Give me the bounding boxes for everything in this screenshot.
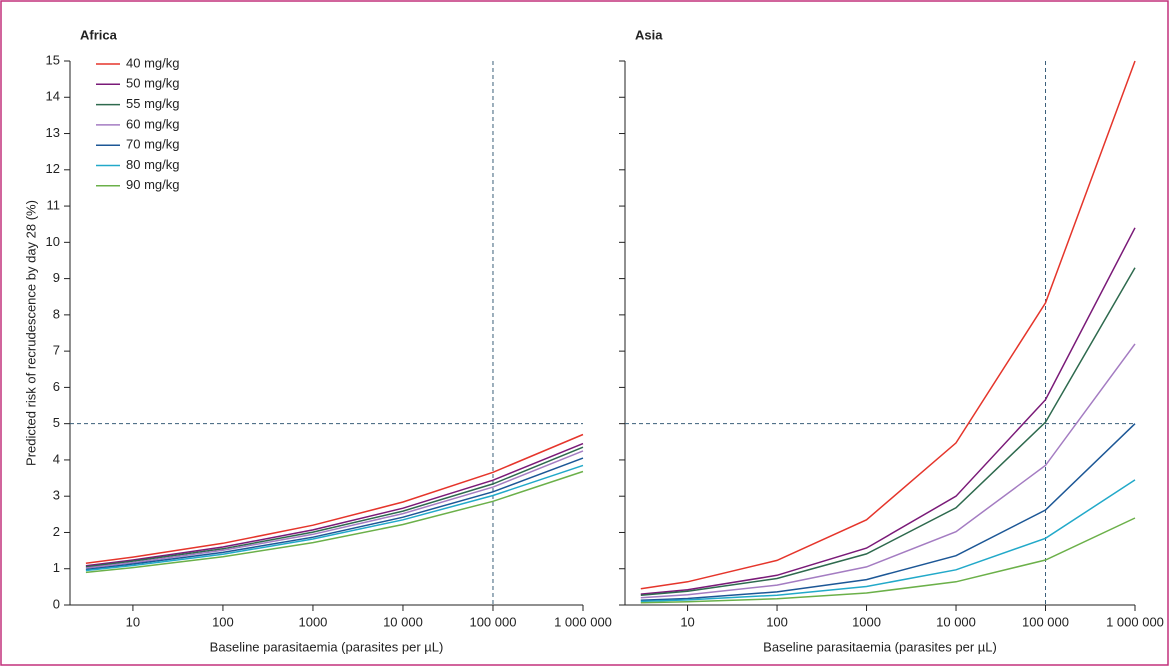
x-tick-label: 10 000 (383, 614, 423, 629)
series-line (85, 442, 584, 567)
y-tick-label: 6 (53, 379, 60, 394)
y-tick-label: 1 (53, 560, 60, 575)
series-line (640, 60, 1136, 590)
legend-label: 60 mg/kg (126, 116, 179, 131)
series-line (85, 433, 584, 565)
series-line (85, 457, 584, 571)
y-tick-label: 13 (46, 125, 60, 140)
y-tick-label: 12 (46, 161, 60, 176)
y-tick-label: 4 (53, 451, 60, 466)
panel-title: Asia (635, 27, 663, 42)
series-line (85, 470, 584, 574)
y-tick-label: 2 (53, 524, 60, 539)
x-axis-label: Baseline parasitaemia (parasites per µL) (763, 639, 997, 654)
x-tick-label: 1 000 000 (1106, 614, 1164, 629)
x-tick-label: 100 (212, 614, 234, 629)
y-axis-label: Predicted risk of recrudescence by day 2… (23, 200, 38, 466)
legend-label: 40 mg/kg (126, 55, 179, 70)
legend-label: 50 mg/kg (126, 76, 179, 91)
legend-label: 80 mg/kg (126, 157, 179, 172)
series-line (85, 446, 584, 568)
y-tick-label: 7 (53, 343, 60, 358)
legend-label: 55 mg/kg (126, 96, 179, 111)
legend-label: 90 mg/kg (126, 177, 179, 192)
series-line (640, 423, 1136, 602)
y-tick-label: 8 (53, 306, 60, 321)
x-axis-label: Baseline parasitaemia (parasites per µL) (210, 639, 444, 654)
x-tick-label: 100 000 (1022, 614, 1069, 629)
legend-label: 70 mg/kg (126, 137, 179, 152)
y-tick-label: 9 (53, 270, 60, 285)
series-line (640, 517, 1136, 604)
y-tick-label: 15 (46, 52, 60, 67)
x-tick-label: 1000 (852, 614, 881, 629)
y-tick-label: 11 (47, 198, 61, 213)
series-line (85, 450, 584, 569)
x-tick-label: 10 (126, 614, 140, 629)
y-tick-label: 5 (53, 415, 60, 430)
x-tick-label: 100 000 (469, 614, 516, 629)
x-tick-label: 10 (680, 614, 694, 629)
series-line (640, 267, 1136, 596)
series-line (640, 479, 1136, 603)
x-tick-label: 1 000 000 (554, 614, 612, 629)
y-tick-label: 14 (46, 89, 60, 104)
y-tick-label: 10 (46, 234, 60, 249)
x-tick-label: 1000 (298, 614, 327, 629)
series-line (85, 464, 584, 572)
x-tick-label: 100 (766, 614, 788, 629)
series-line (640, 227, 1136, 595)
series-line (640, 343, 1136, 599)
x-tick-label: 10 000 (936, 614, 976, 629)
y-tick-label: 3 (53, 488, 60, 503)
y-tick-label: 0 (53, 596, 60, 611)
panel-title: Africa (80, 27, 118, 42)
